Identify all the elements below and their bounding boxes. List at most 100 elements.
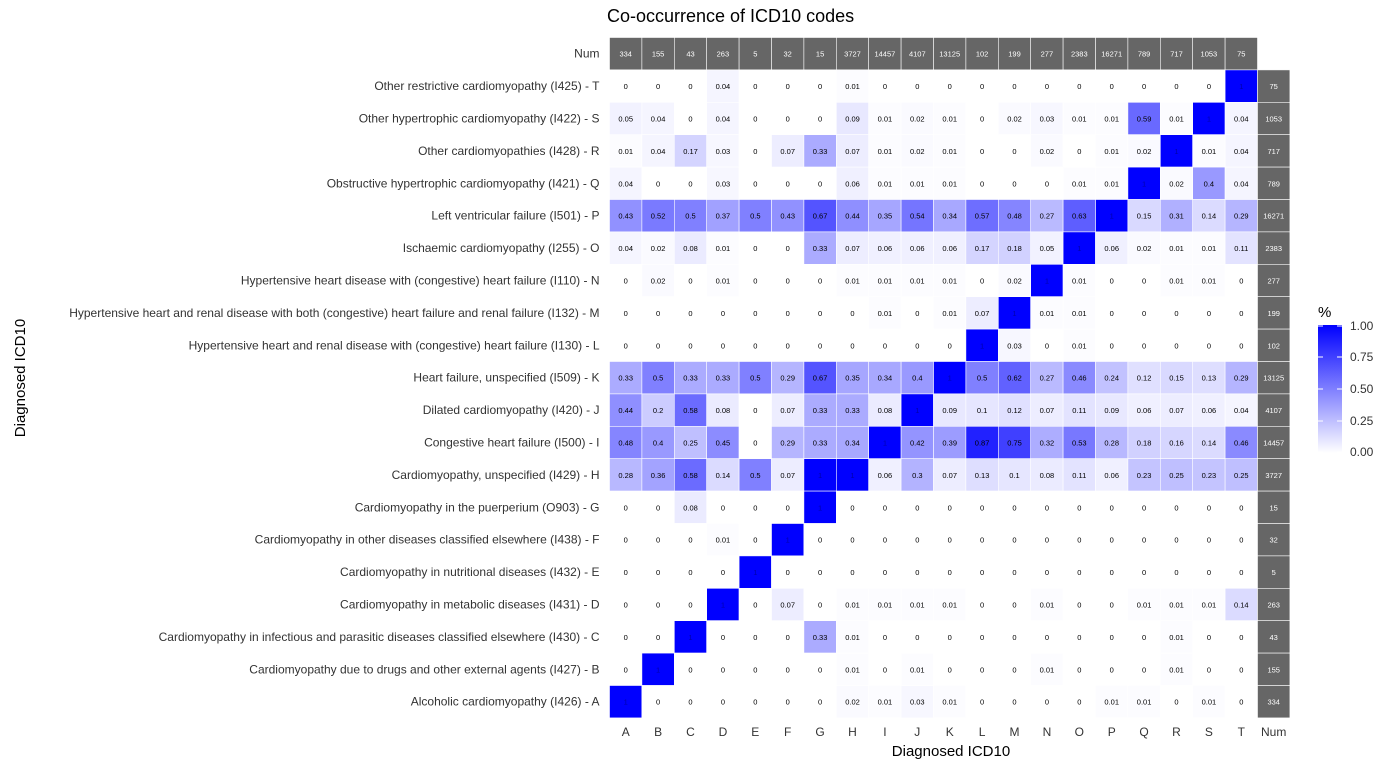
cell-value: 0.01 (1104, 698, 1119, 707)
num-row-tile (965, 37, 999, 71)
cell-value: 0.33 (845, 406, 860, 415)
heatmap-cell (965, 652, 999, 686)
heatmap-cell (868, 458, 902, 492)
cell-value: 0 (1239, 665, 1243, 674)
heatmap-cell (1224, 652, 1258, 686)
y-axis-title: Diagnosed ICD10 (12, 319, 29, 437)
cell-value: 0.02 (1007, 277, 1022, 286)
cell-value: 0.01 (1072, 277, 1087, 286)
cell-value: 1 (1012, 309, 1016, 318)
heatmap-cell (835, 69, 869, 103)
cell-value: 0 (1207, 82, 1211, 91)
column-label: E (751, 725, 759, 739)
heatmap-cell (900, 361, 934, 395)
row-label: Cardiomyopathy in nutritional diseases (… (340, 565, 599, 579)
num-row-value: 263 (717, 50, 730, 59)
heatmap-cell (868, 425, 902, 459)
cell-value: 0 (721, 503, 725, 512)
cell-value: 0.06 (942, 244, 957, 253)
cell-value: 0 (753, 179, 757, 188)
heatmap-cell (771, 458, 805, 492)
cell-value: 0.01 (878, 115, 893, 124)
heatmap-cell (1062, 102, 1096, 136)
cell-value: 0 (948, 665, 952, 674)
cell-value: 0.01 (942, 601, 957, 610)
heatmap-cell (1224, 425, 1258, 459)
heatmap-cell (965, 458, 999, 492)
cell-value: 0.01 (845, 633, 860, 642)
heatmap-cell (1030, 523, 1064, 557)
cell-value: 0.04 (618, 179, 633, 188)
heatmap-cell (673, 69, 707, 103)
cell-value: 0.06 (1137, 406, 1152, 415)
cell-value: 0.1 (977, 406, 987, 415)
num-column-tile (1257, 620, 1291, 654)
heatmap-cell (965, 523, 999, 557)
cell-value: 0.42 (910, 439, 925, 448)
cell-value: 0.07 (1169, 406, 1184, 415)
y-axis-tick-labels: Other restrictive cardiomyopathy (I425) … (69, 79, 600, 709)
cell-value: 1 (915, 406, 919, 415)
cell-value: 0 (624, 536, 628, 545)
heatmap-cell (609, 587, 643, 621)
cell-value: 0.01 (910, 665, 925, 674)
heatmap-cell (1095, 587, 1129, 621)
cell-value: 0 (1045, 503, 1049, 512)
cell-value: 0.5 (750, 471, 760, 480)
cell-value: 0.04 (651, 147, 666, 156)
cell-value: 0.02 (910, 147, 925, 156)
heatmap-cell (1160, 620, 1194, 654)
cell-value: 1 (1077, 244, 1081, 253)
heatmap-cell (835, 102, 869, 136)
heatmap-cell (997, 555, 1031, 589)
heatmap-cell (835, 490, 869, 524)
cell-value: 0.01 (1072, 309, 1087, 318)
cell-value: 0.01 (910, 277, 925, 286)
cell-value: 0.07 (780, 147, 795, 156)
cell-value: 0.01 (910, 601, 925, 610)
cell-value: 0.08 (716, 406, 731, 415)
cell-value: 0.09 (1104, 406, 1119, 415)
cell-value: 0.25 (1234, 471, 1249, 480)
heatmap-cell (1192, 166, 1226, 200)
heatmap-cell (1030, 393, 1064, 427)
heatmap-cell (1095, 425, 1129, 459)
cell-value: 1 (656, 665, 660, 674)
cell-value: 0.01 (1040, 601, 1055, 610)
cell-value: 0.43 (780, 212, 795, 221)
cell-value: 0 (850, 503, 854, 512)
cell-value: 0.05 (618, 115, 633, 124)
heatmap-cell (965, 587, 999, 621)
heatmap-cell (1192, 490, 1226, 524)
cell-value: 0 (688, 698, 692, 707)
heatmap-cell (738, 393, 772, 427)
heatmap-cell (1030, 102, 1064, 136)
row-label: Cardiomyopathy in the puerperium (O903) … (355, 500, 600, 514)
row-label: Obstructive hypertrophic cardiomyopathy … (327, 176, 600, 190)
heatmap-cell (1095, 199, 1129, 233)
heatmap-cell (641, 69, 675, 103)
cell-value: 0.01 (618, 147, 633, 156)
column-label: J (914, 725, 920, 739)
column-label: N (1043, 725, 1052, 739)
cell-value: 1 (753, 568, 757, 577)
column-label: Q (1139, 725, 1148, 739)
num-column-value: 155 (1267, 665, 1280, 674)
cell-value: 0 (1239, 309, 1243, 318)
num-row-value: 1053 (1201, 50, 1218, 59)
cell-value: 0.35 (878, 212, 893, 221)
num-column-tile (1257, 263, 1291, 297)
heatmap-cell (1160, 199, 1194, 233)
cell-value: 0 (1012, 665, 1016, 674)
heatmap-cell (771, 296, 805, 330)
cell-value: 0 (980, 698, 984, 707)
heatmap-cell (868, 685, 902, 719)
num-row-value: 3727 (844, 50, 861, 59)
cell-value: 0.01 (1040, 665, 1055, 674)
heatmap-cell (900, 134, 934, 168)
cell-value: 0 (753, 439, 757, 448)
column-label: T (1238, 725, 1246, 739)
cell-value: 0.04 (1234, 147, 1249, 156)
heatmap-cell (1127, 685, 1161, 719)
cell-value: 0 (786, 341, 790, 350)
